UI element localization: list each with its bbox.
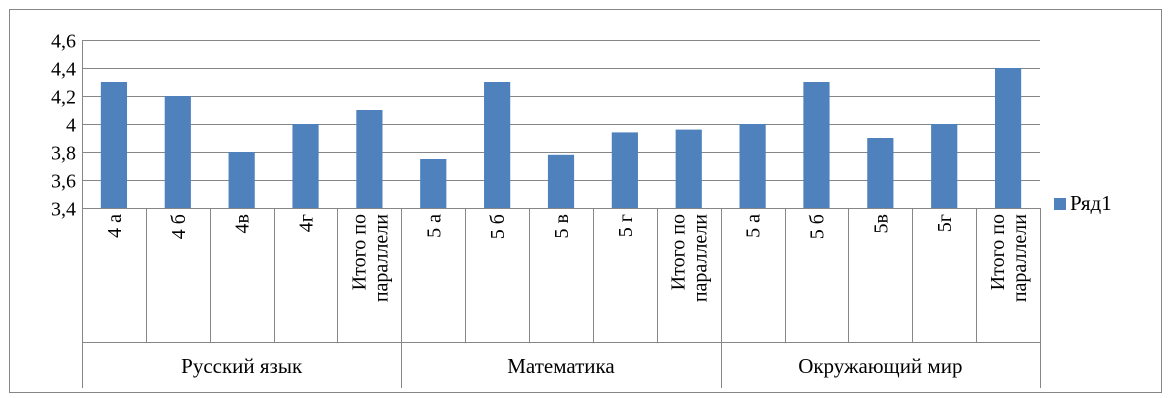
category-label: Итого по bbox=[987, 214, 1009, 290]
category-label: 5 а bbox=[423, 214, 445, 238]
category-label: параллели bbox=[1009, 214, 1031, 302]
category-label: 5 г bbox=[615, 214, 637, 237]
group-label: Математика bbox=[507, 354, 615, 378]
group-label: Русский язык bbox=[181, 354, 303, 378]
group-label: Окружающий мир bbox=[798, 354, 962, 378]
y-tick-label: 4,4 bbox=[51, 59, 76, 81]
legend-swatch bbox=[1054, 198, 1066, 210]
y-tick-label: 3,6 bbox=[51, 171, 76, 193]
category-label: Итого по bbox=[348, 214, 370, 290]
bar bbox=[356, 110, 383, 208]
category-label: 5г bbox=[934, 214, 956, 232]
category-label: 4в bbox=[232, 214, 254, 233]
category-label: 5в bbox=[870, 214, 892, 233]
group-labels: Русский язык Математика Окружающий мир bbox=[181, 354, 962, 378]
bar bbox=[228, 152, 255, 208]
axes bbox=[82, 40, 1041, 388]
y-axis-ticks: 3,4 3,6 3,8 4 4,2 4,4 4,6 bbox=[51, 31, 76, 221]
category-label: параллели bbox=[690, 214, 712, 302]
bar bbox=[484, 82, 511, 208]
category-label: 5 а bbox=[743, 214, 765, 238]
chart-border bbox=[9, 9, 1162, 393]
category-label: 4 б bbox=[168, 214, 190, 239]
bars bbox=[100, 68, 1022, 208]
y-tick-label: 4 bbox=[66, 115, 76, 137]
bar bbox=[994, 68, 1022, 208]
y-tick-label: 3,4 bbox=[51, 199, 76, 221]
bar bbox=[931, 124, 958, 208]
y-tick-label: 4,2 bbox=[51, 87, 76, 109]
bar bbox=[675, 129, 702, 208]
bar bbox=[611, 132, 638, 208]
bar bbox=[739, 124, 766, 208]
category-label: Итого по bbox=[668, 214, 690, 290]
bar bbox=[420, 159, 447, 208]
category-label: 5 б bbox=[806, 214, 828, 239]
category-label: 5 б bbox=[487, 214, 509, 239]
legend-label: Ряд1 bbox=[1070, 191, 1112, 215]
y-tick-label: 3,8 bbox=[51, 143, 76, 165]
bar bbox=[100, 82, 128, 208]
category-label: 5 в bbox=[551, 214, 573, 238]
bar bbox=[803, 82, 830, 208]
legend: Ряд1 bbox=[1054, 191, 1112, 215]
category-label: 4 а bbox=[104, 214, 126, 238]
category-label: 4г bbox=[296, 214, 318, 232]
bar bbox=[867, 138, 894, 208]
bar bbox=[164, 96, 191, 208]
bar bbox=[292, 124, 319, 208]
y-tick-label: 4,6 bbox=[51, 31, 76, 53]
bar bbox=[547, 154, 575, 208]
category-label: параллели bbox=[370, 214, 392, 302]
